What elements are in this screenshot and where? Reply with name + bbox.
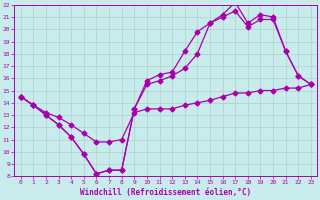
X-axis label: Windchill (Refroidissement éolien,°C): Windchill (Refroidissement éolien,°C) [80, 188, 252, 197]
